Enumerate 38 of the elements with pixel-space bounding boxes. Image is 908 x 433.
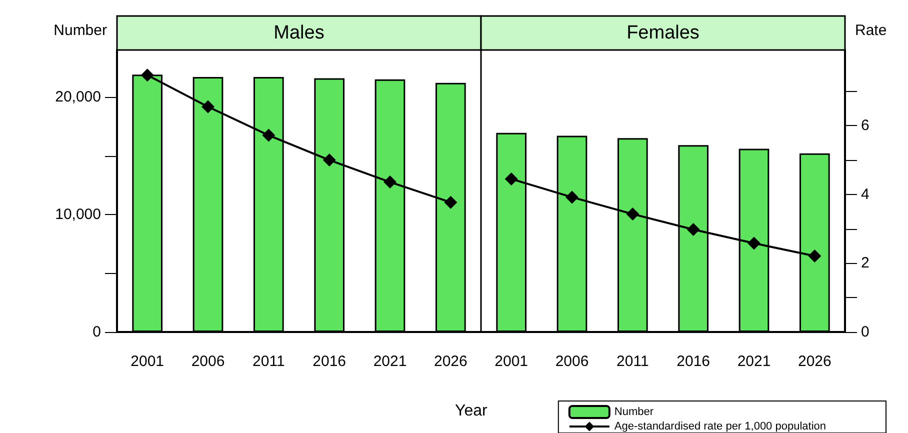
y-tick-label: 20,000 [55, 88, 101, 106]
x-tick-label: 2016 [676, 353, 710, 370]
legend-label: Age-standardised rate per 1,000 population [614, 420, 826, 432]
y2-tick-label: 2 [861, 254, 870, 272]
x-tick-label: 2016 [312, 353, 346, 370]
x-tick-label: 2021 [737, 353, 771, 370]
y2-axis-title: Rate [855, 22, 887, 39]
point [444, 196, 458, 209]
y2-tick-label: 6 [861, 117, 870, 134]
x-tick-label: 2006 [191, 353, 225, 370]
point [808, 250, 822, 262]
point [566, 190, 578, 204]
y-tick-label: 0 [92, 324, 101, 340]
x-tick-label: 2011 [252, 353, 285, 370]
text: Males [274, 22, 324, 44]
y-tick-label: 10,000 [55, 206, 101, 223]
x-axis-title: Year [455, 402, 488, 420]
point [140, 68, 154, 82]
legend-label: Number [614, 406, 654, 418]
point [202, 100, 214, 114]
text: Females [626, 22, 700, 44]
point [384, 176, 396, 189]
x-tick-label: 2021 [373, 353, 407, 370]
point [262, 128, 276, 142]
x-tick-label: 2001 [130, 353, 164, 370]
x-tick-label: 2006 [555, 353, 589, 370]
x-tick-label: 2026 [434, 353, 468, 370]
x-tick-label: 2011 [616, 353, 649, 370]
point [748, 236, 760, 250]
x-tick-label: 2026 [798, 353, 832, 370]
point [504, 172, 518, 186]
x-tick-label: 2001 [494, 353, 528, 370]
y2-tick-label: 4 [861, 186, 870, 203]
point [322, 154, 336, 167]
point [686, 223, 700, 236]
y2-tick-label: 0 [861, 324, 870, 340]
y-axis-title: Number [54, 22, 107, 39]
point [626, 208, 640, 221]
